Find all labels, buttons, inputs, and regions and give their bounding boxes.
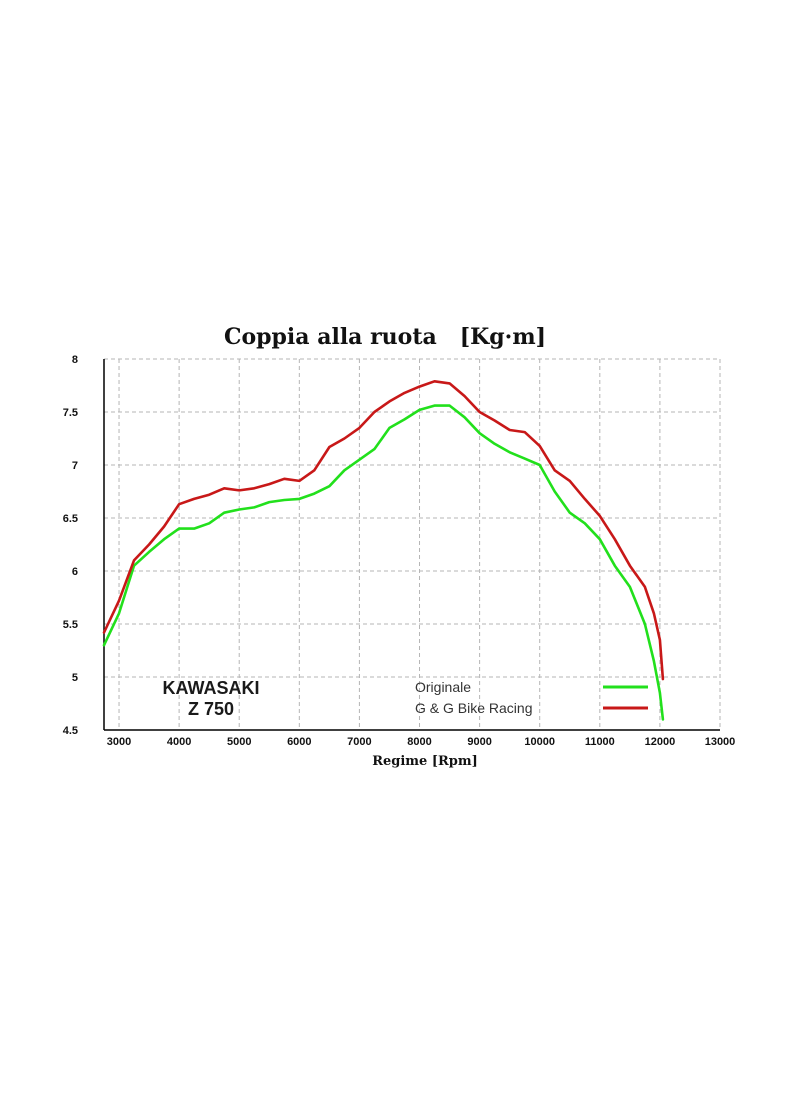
tick-labels: 4.5 5 5.5 6 6.5 7 7.5 8 3000 4000 5000 6000 7000 8000… <box>63 354 736 748</box>
y-tick-label: 8 <box>72 354 78 366</box>
y-tick-label: 7 <box>72 460 78 472</box>
y-tick-label: 5.5 <box>63 619 78 631</box>
x-axis-label: Regime [Rpm] <box>372 754 478 769</box>
x-tick-label: 12000 <box>645 736 676 748</box>
x-tick-label: 3000 <box>107 736 131 748</box>
y-tick-label: 7.5 <box>63 407 78 419</box>
legend-label: G & G Bike Racing <box>415 700 533 716</box>
x-tick-label: 7000 <box>347 736 371 748</box>
y-tick-label: 6 <box>72 566 78 578</box>
y-tick-label: 4.5 <box>63 725 78 737</box>
y-tick-label: 5 <box>72 672 78 684</box>
data-series <box>102 379 665 721</box>
legend: Originale G & G Bike Racing <box>415 679 648 716</box>
y-tick-label: 6.5 <box>63 513 78 525</box>
x-tick-label: 10000 <box>524 736 555 748</box>
model-label-line: Z 750 <box>188 699 234 719</box>
series-line-originale <box>102 404 665 721</box>
legend-label: Originale <box>415 679 471 695</box>
series-line-gg-bike-racing <box>102 379 665 681</box>
chart-title: Coppia alla ruota [Kg·m] <box>224 324 546 350</box>
x-tick-label: 6000 <box>287 736 311 748</box>
x-tick-label: 9000 <box>467 736 491 748</box>
model-label-line: KAWASAKI <box>162 678 259 698</box>
x-tick-label: 11000 <box>585 736 615 748</box>
x-tick-label: 13000 <box>705 736 736 748</box>
x-tick-label: 5000 <box>227 736 251 748</box>
x-tick-label: 4000 <box>167 736 191 748</box>
grid-lines <box>104 358 721 730</box>
axes <box>103 359 720 731</box>
x-tick-label: 8000 <box>407 736 431 748</box>
